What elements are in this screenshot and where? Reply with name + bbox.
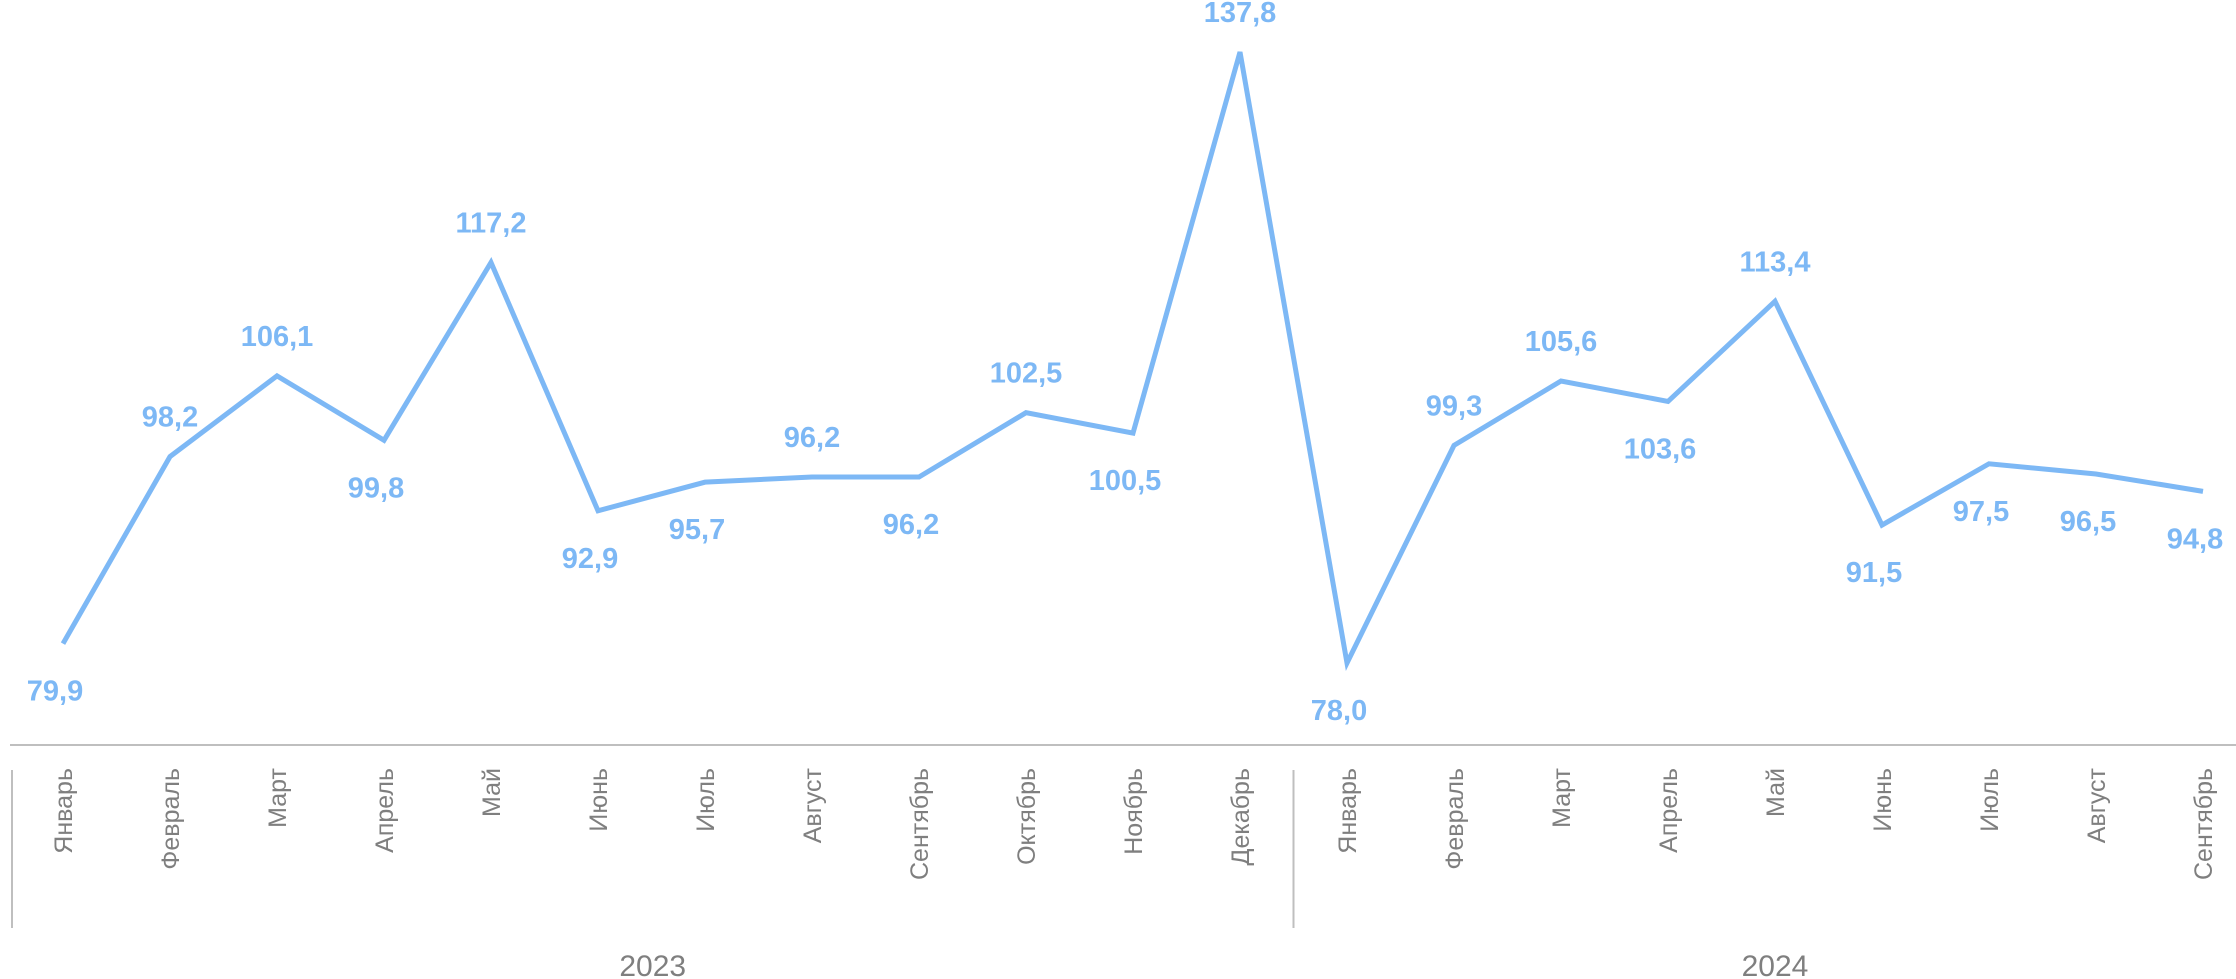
data-label: 98,2 [142, 402, 198, 434]
x-tick-label: Апрель [1655, 768, 1683, 853]
x-tick-label: Сентябрь [2190, 768, 2218, 880]
x-tick-label: Ноябрь [1120, 768, 1148, 855]
year-group-label: 2024 [1742, 950, 1809, 979]
x-tick-label: Февраль [157, 768, 185, 870]
x-tick-label: Сентябрь [906, 768, 934, 880]
x-tick-label: Июль [692, 768, 720, 832]
data-label: 105,6 [1525, 326, 1598, 358]
data-label: 97,5 [1953, 496, 2009, 528]
data-label: 100,5 [1089, 465, 1162, 497]
data-label: 99,8 [348, 472, 404, 504]
x-tick-label: Май [478, 768, 506, 817]
data-label: 106,1 [241, 321, 314, 353]
x-tick-label: Март [264, 767, 292, 827]
x-tick-label: Декабрь [1227, 768, 1255, 865]
data-label: 113,4 [1740, 246, 1811, 278]
year-group-layer: 2023 2024 [619, 950, 1808, 979]
x-tick-label: Май [1762, 768, 1790, 817]
axis-layer [10, 744, 2236, 928]
data-label: 117,2 [456, 207, 527, 239]
x-tick-label: Август [2083, 767, 2111, 843]
data-label: 96,2 [883, 509, 939, 541]
x-tick-label: Август [799, 767, 827, 843]
x-tick-label: Апрель [371, 768, 399, 853]
data-label: 103,6 [1624, 433, 1697, 465]
series-line-layer [60, 51, 2204, 671]
x-tick-label: Июнь [585, 768, 613, 832]
data-label: 102,5 [990, 358, 1063, 390]
data-label: 96,5 [2060, 506, 2116, 538]
x-tick-label: Июль [1976, 768, 2004, 832]
data-label: 94,8 [2167, 523, 2223, 555]
data-label: 96,2 [784, 422, 840, 454]
x-tick-label-layer: Январь Февраль Март Апрель Май Июнь Июль Август… [50, 767, 2218, 880]
x-tick-label: Январь [1334, 768, 1362, 854]
data-label: 137,8 [1204, 0, 1277, 29]
x-tick-label: Июнь [1869, 768, 1897, 832]
data-label: 78,0 [1311, 695, 1367, 727]
data-label-layer: 79,9 98,2 106,1 99,8 117,2 92,9 95,7 96,2 96,2 10… [27, 0, 2223, 727]
x-tick-label: Октябрь [1013, 768, 1041, 865]
x-tick-label: Март [1548, 767, 1576, 827]
data-label: 91,5 [1846, 557, 1902, 589]
x-tick-label: Январь [50, 768, 78, 854]
year-group-label: 2023 [619, 950, 686, 979]
data-label: 79,9 [27, 676, 83, 708]
series-line [60, 51, 2204, 671]
data-label: 95,7 [669, 514, 725, 546]
data-label: 99,3 [1426, 390, 1482, 422]
data-label: 92,9 [562, 543, 618, 575]
x-tick-label: Февраль [1441, 768, 1469, 870]
